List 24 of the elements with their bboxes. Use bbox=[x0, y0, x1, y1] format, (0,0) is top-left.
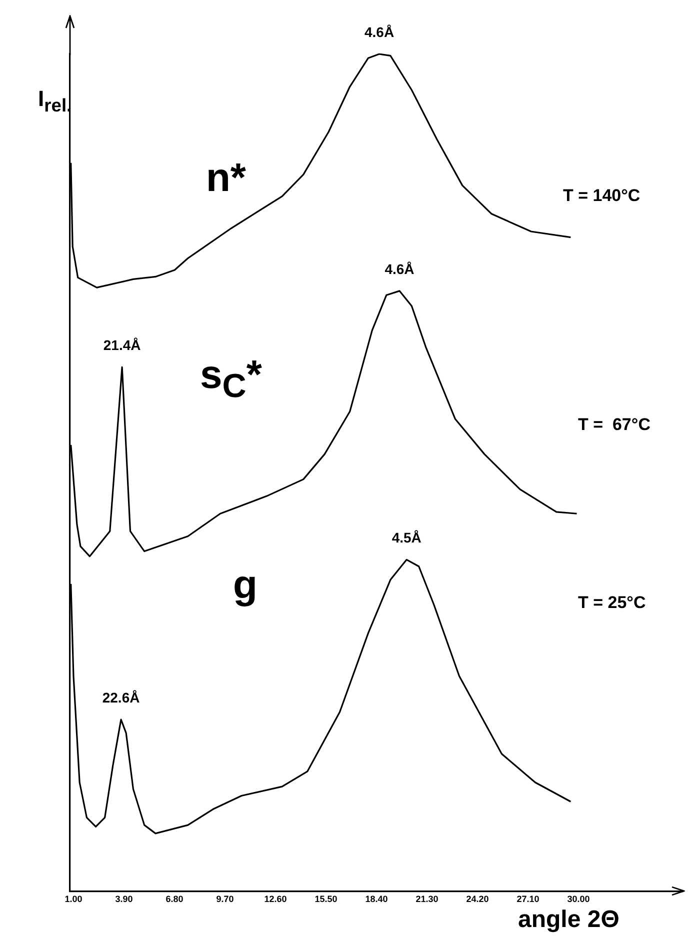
x-tick-label: 18.40 bbox=[365, 894, 388, 904]
annotation: T = 25°C bbox=[578, 593, 646, 613]
x-tick-label: 6.80 bbox=[166, 894, 184, 904]
x-tick-label: 1.00 bbox=[64, 894, 82, 904]
annotation: 4.6Å bbox=[384, 260, 414, 277]
annotation: g bbox=[233, 563, 258, 608]
x-tick-label: 15.50 bbox=[314, 894, 338, 904]
x-tick-label: 3.90 bbox=[115, 894, 133, 904]
annotation: 22.6Å bbox=[102, 689, 140, 706]
x-tick-label: 24.20 bbox=[466, 894, 489, 904]
annotation: n* bbox=[206, 156, 246, 201]
annotation: T = 67°C bbox=[578, 415, 650, 435]
x-tick-label: 21.30 bbox=[416, 894, 438, 904]
y-axis-title: I$_{rel.}$ bbox=[38, 86, 72, 116]
annotation: 4.6Å bbox=[364, 24, 394, 40]
x-axis-title: angle 2Θ bbox=[518, 906, 620, 934]
x-tick-label: 27.10 bbox=[516, 894, 540, 904]
x-tick-label: 30.00 bbox=[567, 894, 590, 904]
annotation: 4.5Å bbox=[392, 530, 422, 546]
annotation: 21.4Å bbox=[103, 336, 141, 353]
x-tick-label: 9.70 bbox=[216, 894, 234, 904]
x-tick-label: 12.60 bbox=[264, 894, 287, 904]
annotation: s$_{C}$* bbox=[200, 353, 262, 406]
annotation: T = 140°C bbox=[563, 186, 640, 206]
